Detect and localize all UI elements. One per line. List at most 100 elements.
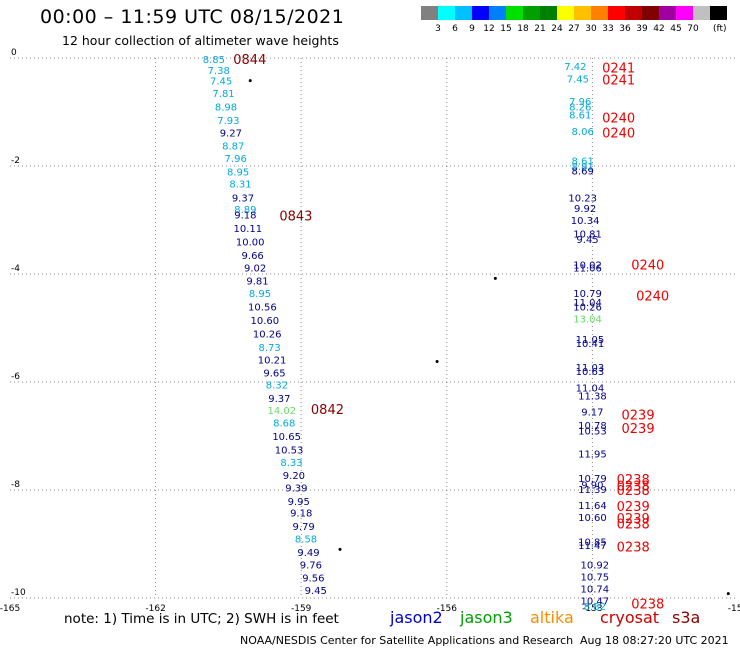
wave-height-point: 7.93 [217,116,239,127]
wave-height-point: 9.79 [292,522,314,533]
pass-time-label: 0238 [617,517,650,532]
pass-time-label: 0239 [622,408,655,423]
scale-swatch [574,6,591,20]
legend-cryosat: cryosat [600,608,660,627]
wave-height-point: 11.38 [578,392,607,403]
chart-title: 00:00 – 11:59 UTC 08/15/2021 [40,6,345,28]
wave-height-point: 9.92 [574,204,596,215]
y-tick-label: 0 [11,48,17,58]
scale-swatch [557,6,574,20]
wave-height-point: 9.90 [581,481,603,492]
wave-height-point: 9.45 [576,235,598,246]
pass-time-label: 0240 [636,290,669,305]
wave-height-point: 10.63 [576,367,605,378]
timestamp: Aug 18 08:27:20 UTC 2021 [580,634,729,647]
scale-label: 24 [551,24,563,34]
scale-swatch [540,6,557,20]
wave-height-point: 9.65 [263,368,285,379]
scale-label: 9 [469,24,475,34]
wave-height-point: 7.45 [567,75,589,86]
wave-height-point: 8.95 [249,289,271,300]
wave-height-point: 10.53 [578,427,607,438]
wave-height-point: 8.58 [295,535,317,546]
legend-altika: altika [530,608,574,627]
wave-height-point: 8.33 [280,458,302,469]
wave-height-point: 10.60 [578,513,607,524]
wave-height-point: 8.06 [572,127,594,138]
wave-height-point: 8.31 [229,179,251,190]
wave-height-point: 10.75 [581,572,610,583]
pass-time-label: 0842 [311,403,344,418]
scale-unit: (ft) [713,24,727,34]
pass-time-label: 0238 [617,541,650,556]
wave-height-point: 10.47 [581,597,610,608]
y-tick-label: -10 [11,588,26,598]
wave-height-point: 10.81 [573,230,602,241]
scale-swatch [608,6,625,20]
pass-time-label: 0238 [617,484,650,499]
x-tick-label: -162 [145,604,165,614]
wave-height-point: 9.20 [283,471,305,482]
wave-height-point: 8.95 [227,167,249,178]
wave-height-point: 8.82 [584,602,606,613]
wave-height-point: 11.03 [576,363,605,374]
wave-height-point: 8.98 [215,103,237,114]
scale-label: 18 [517,24,529,34]
wave-height-point: 9.56 [302,573,324,584]
y-tick-label: -8 [11,480,20,490]
pass-time-label: 0240 [631,258,664,273]
wave-height-point: 11.39 [578,485,607,496]
wave-height-point: 10.23 [568,193,597,204]
wave-height-point: 11.05 [576,335,605,346]
wave-height-point: 8.85 [203,55,225,66]
pass-time-label: 0241 [602,62,635,77]
wave-height-point: 10.92 [581,561,610,572]
y-tick-label: -2 [11,156,20,166]
wave-height-point: 11.04 [576,383,605,394]
wave-height-point: 10.11 [233,224,262,235]
scale-label: 21 [534,24,546,34]
wave-height-point: 11.06 [573,264,602,275]
scale-label: 36 [619,24,631,34]
scale-swatch [625,6,642,20]
wave-height-point: 9.27 [220,129,242,140]
wave-height-point: 8.89 [234,205,256,216]
scale-swatch [438,6,455,20]
scale-label: 45 [670,24,682,34]
wave-height-point: 8.73 [259,343,281,354]
island-marker [435,359,439,363]
scale-swatch [472,6,489,20]
wave-height-point: 10.00 [236,238,265,249]
credit-line: NOAA/NESDIS Center for Satellite Applica… [240,634,574,647]
wave-height-point: 10.26 [253,329,282,340]
x-tick-label: -165 [0,604,20,614]
wave-height-point: 7.96 [569,97,591,108]
wave-height-point: 9.95 [288,497,310,508]
wave-height-point: 14.02 [267,406,296,417]
wave-height-point: 9.37 [268,394,290,405]
scale-label: 27 [568,24,580,34]
wave-height-point: 9.37 [232,193,254,204]
pass-time-label: 0239 [617,512,650,527]
wave-height-point: 10.74 [581,584,610,595]
legend-jason3: jason3 [460,608,513,627]
island-marker [248,79,252,83]
wave-height-point: 10.34 [571,216,600,227]
legend-jason2: jason2 [390,608,443,627]
scale-label: 3 [435,24,441,34]
scale-label: 42 [653,24,665,34]
wave-height-point: 8.81 [572,162,594,173]
wave-height-point: 11.04 [573,298,602,309]
island-marker [493,276,497,280]
wave-height-point: 9.02 [244,264,266,275]
scale-swatch [455,6,472,20]
wave-height-point: 10.02 [573,260,602,271]
x-tick-label: -150 [728,604,740,614]
wave-height-point: 10.78 [578,421,607,432]
wave-height-point: 9.76 [300,561,322,572]
island-marker [726,592,730,596]
scale-label: 70 [687,24,699,34]
wave-height-point: 9.39 [285,483,307,494]
island-marker [338,547,342,551]
